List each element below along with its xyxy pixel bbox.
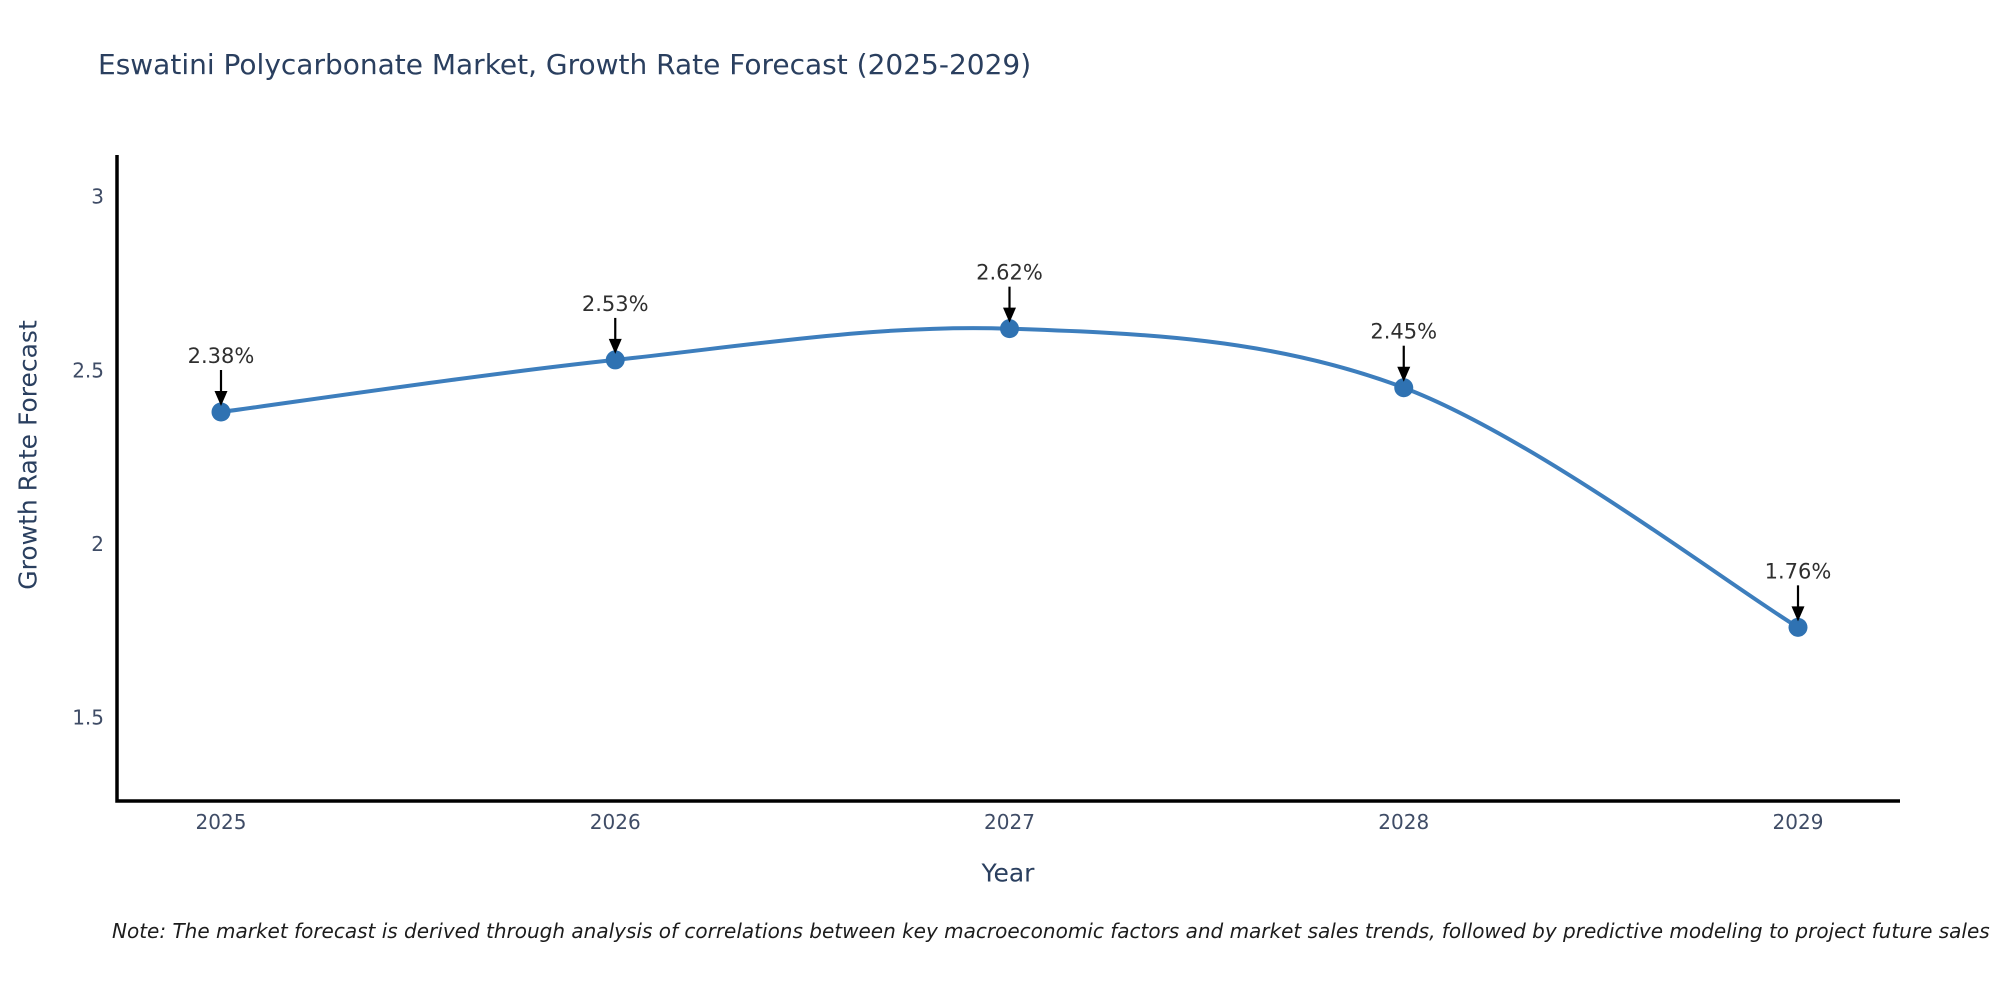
data-point-2027[interactable] [1000, 319, 1019, 339]
data-point-2026[interactable] [605, 350, 625, 370]
point-label-2029: 1.76% [1765, 559, 1832, 583]
annotation-arrowhead-icon [1003, 307, 1016, 323]
data-point-2025[interactable] [211, 402, 231, 422]
annotation-arrowhead-icon [1397, 366, 1411, 382]
y-tick-label: 3 [91, 185, 104, 209]
x-tick-label: 2028 [1378, 810, 1429, 834]
y-tick-label: 2.5 [72, 358, 104, 382]
point-label-2028: 2.45% [1370, 320, 1437, 344]
data-point-2029[interactable] [1788, 617, 1808, 637]
annotation-arrowhead-icon [1791, 606, 1805, 622]
y-tick-label: 2 [91, 532, 104, 556]
point-label-2027: 2.62% [976, 261, 1043, 285]
x-tick-label: 2027 [984, 810, 1035, 834]
annotation-arrowhead-icon [608, 338, 622, 354]
x-tick-label: 2026 [590, 810, 641, 834]
x-tick-label: 2025 [196, 810, 247, 834]
chart-title: Eswatini Polycarbonate Market, Growth Ra… [98, 48, 1032, 81]
point-label-2026: 2.53% [582, 292, 649, 316]
point-label-2025: 2.38% [188, 344, 255, 368]
annotation-arrowhead-icon [214, 391, 228, 407]
y-tick-label: 1.5 [72, 706, 104, 730]
data-point-2028[interactable] [1394, 378, 1414, 398]
x-axis-title: Year [981, 858, 1035, 888]
forecast-line [219, 326, 1800, 630]
x-tick-label: 2029 [1773, 810, 1824, 834]
axes-lines [115, 155, 1900, 803]
chart-footnote: Note: The market forecast is derived thr… [112, 919, 1990, 943]
